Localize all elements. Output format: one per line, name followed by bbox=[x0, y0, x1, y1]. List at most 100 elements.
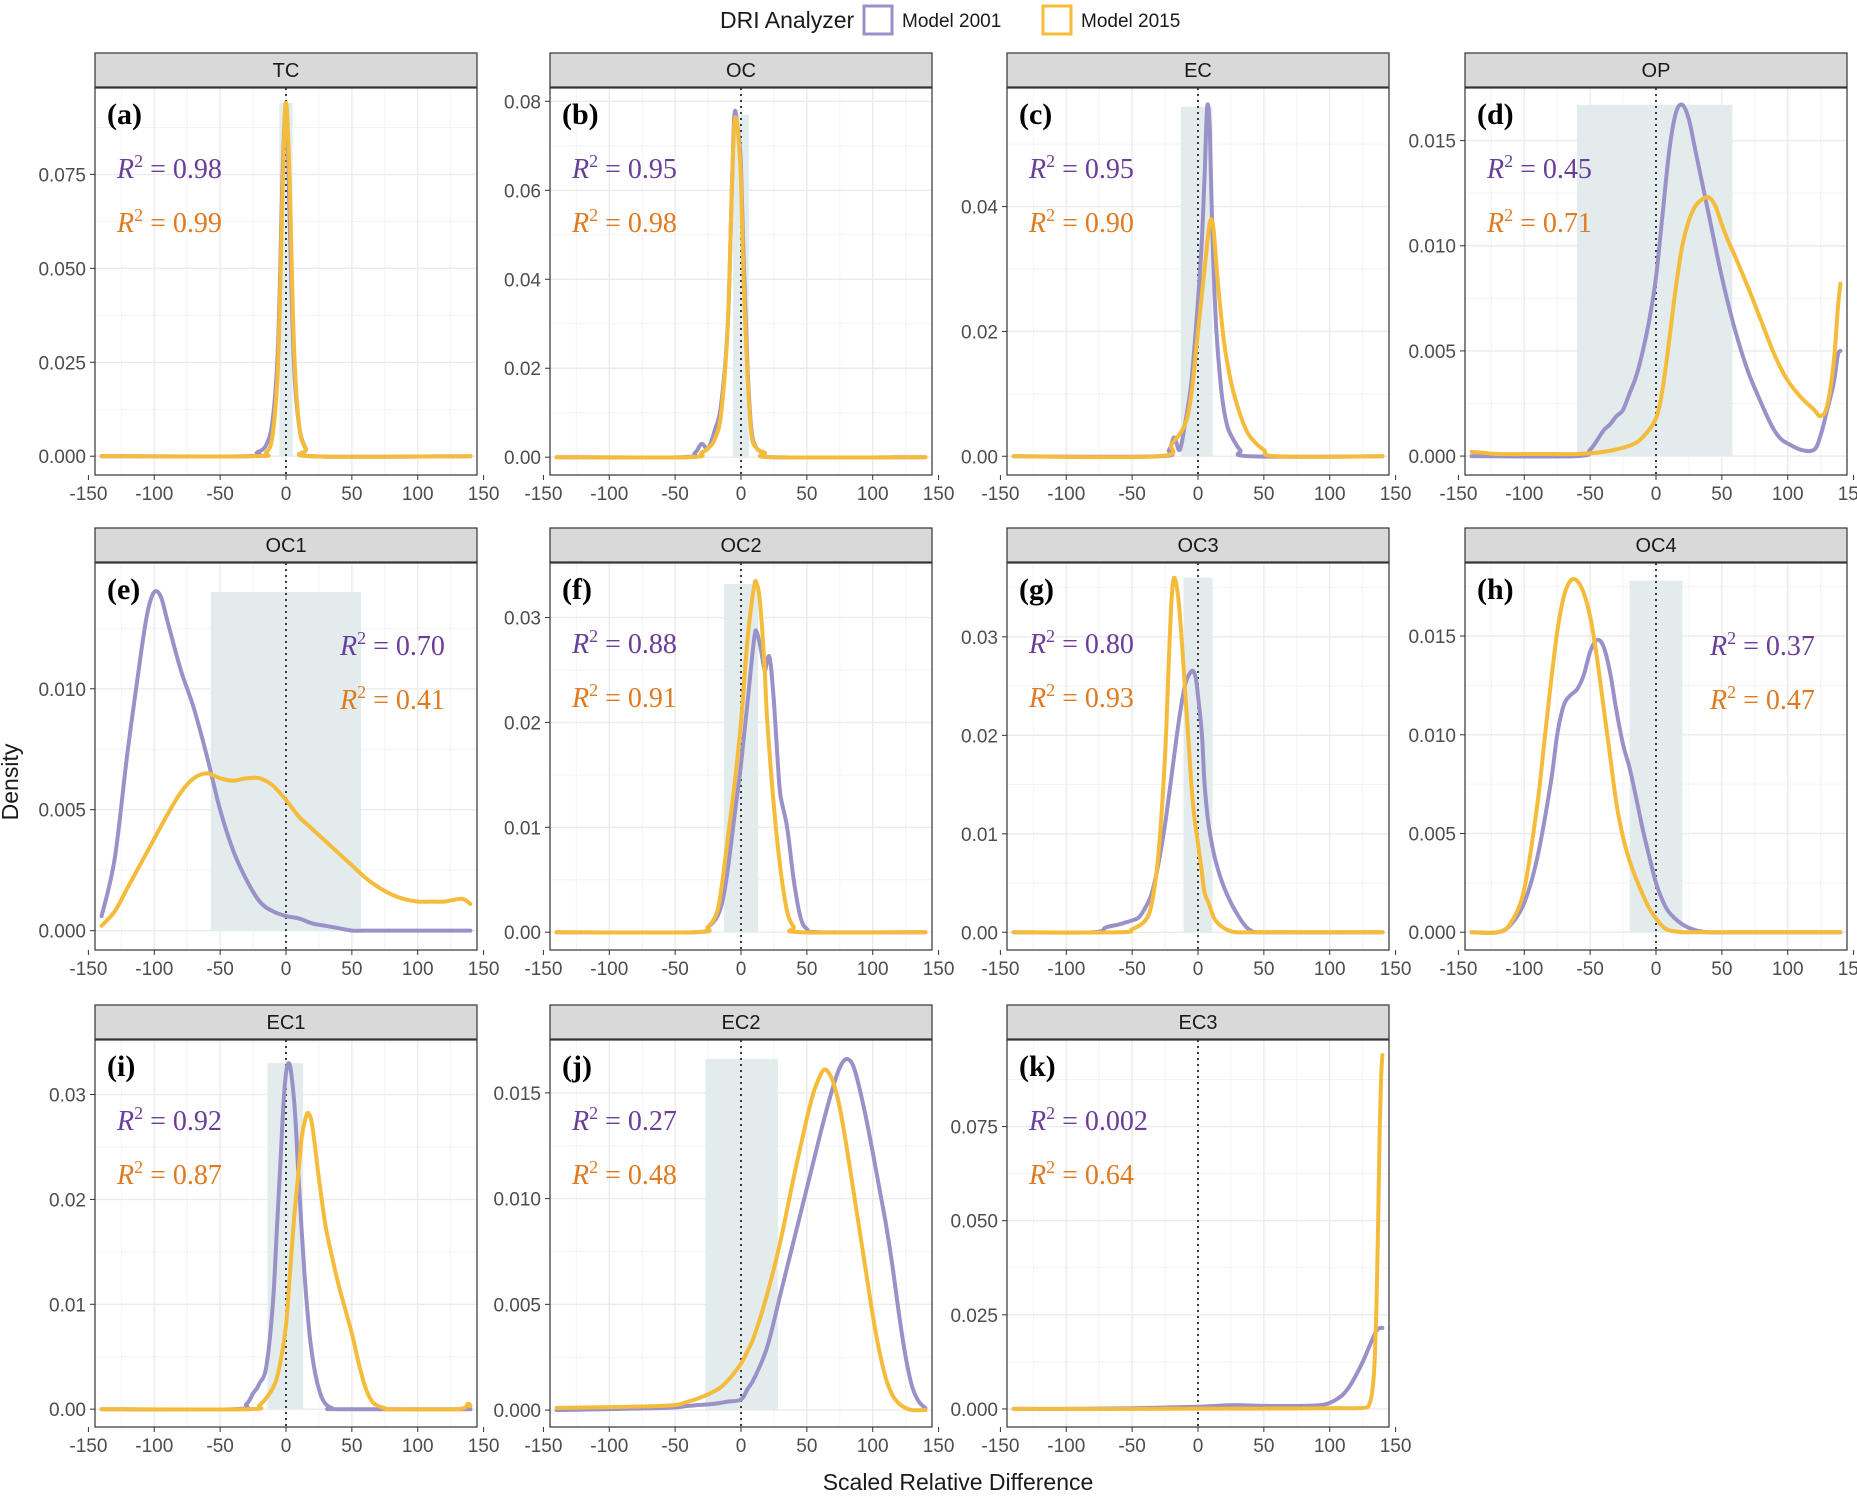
r2-model-2015-oc: R2 = 0.98 bbox=[571, 205, 677, 239]
x-tick-label: -50 bbox=[661, 484, 688, 505]
x-tick-label: -100 bbox=[590, 959, 628, 980]
x-tick-label: 100 bbox=[1772, 484, 1804, 505]
y-tick-label: 0.08 bbox=[504, 92, 541, 113]
x-tick-label: 0 bbox=[1651, 959, 1662, 980]
y-tick-label: 0.01 bbox=[49, 1295, 86, 1316]
panel-border-oc4 bbox=[1464, 562, 1848, 951]
x-tick-label: 0 bbox=[281, 959, 292, 980]
r2-model-2015-tc: R2 = 0.99 bbox=[116, 205, 222, 239]
x-tick-label: 150 bbox=[1380, 484, 1412, 505]
x-tick-label: -150 bbox=[524, 959, 562, 980]
panel-op: OP -150 -100 -50 0 50 100 150 0.000 0.005 0.010 0.0… bbox=[1408, 52, 1857, 505]
x-tick-label: -100 bbox=[590, 1436, 628, 1457]
x-tick-label: -150 bbox=[524, 1436, 562, 1457]
series-line-model-2015-oc4 bbox=[1469, 577, 1843, 935]
x-tick-label: -150 bbox=[981, 1436, 1019, 1457]
series-line-model-2015-oc1 bbox=[99, 771, 473, 928]
y-tick-label: 0.02 bbox=[961, 726, 998, 747]
y-tick-label: 0.04 bbox=[961, 198, 998, 219]
r2-model-2001-ec3: R2 = 0.002 bbox=[1028, 1103, 1148, 1137]
panel-oc3: OC3 -150 -100 -50 0 50 100 150 0.00 0.01 0.02 0.03 (… bbox=[961, 527, 1412, 980]
x-tick-label: 100 bbox=[1772, 959, 1804, 980]
x-tick-label: -100 bbox=[1047, 959, 1085, 980]
x-tick-label: 150 bbox=[468, 484, 500, 505]
x-tick-label: -150 bbox=[524, 484, 562, 505]
r2-model-2015-ec: R2 = 0.90 bbox=[1028, 205, 1134, 239]
x-tick-label: -100 bbox=[1505, 484, 1543, 505]
x-tick-label: -150 bbox=[981, 484, 1019, 505]
strip-label-oc2: OC2 bbox=[720, 535, 761, 557]
x-tick-label: 0 bbox=[1193, 484, 1204, 505]
r2-model-2015-oc1: R2 = 0.41 bbox=[339, 682, 445, 716]
x-tick-label: 150 bbox=[923, 959, 955, 980]
panel-letter-oc: (b) bbox=[562, 98, 599, 131]
y-tick-label: 0.005 bbox=[38, 801, 86, 822]
r2-model-2001-oc4: R2 = 0.37 bbox=[1709, 628, 1815, 662]
strip-oc1 bbox=[94, 527, 478, 563]
x-tick-label: 100 bbox=[1314, 1436, 1346, 1457]
x-tick-label: -50 bbox=[206, 1436, 233, 1457]
x-tick-label: 150 bbox=[1380, 959, 1412, 980]
strip-label-oc1: OC1 bbox=[265, 535, 306, 557]
panel-oc4: OC4 -150 -100 -50 0 50 100 150 0.000 0.005 0.010 0.… bbox=[1408, 527, 1857, 980]
y-tick-label: 0.075 bbox=[38, 165, 86, 186]
x-tick-label: 50 bbox=[1253, 1436, 1274, 1457]
y-tick-label: 0.00 bbox=[49, 1400, 86, 1421]
r2-model-2001-ec: R2 = 0.95 bbox=[1028, 151, 1134, 185]
panel-tc: TC -150 -100 -50 0 50 100 150 0.000 0.025 0.050 0.0… bbox=[38, 52, 500, 505]
y-tick-label: 0.03 bbox=[49, 1086, 86, 1107]
strip-ec2 bbox=[549, 1004, 933, 1040]
strip-label-op: OP bbox=[1642, 60, 1671, 82]
strip-label-oc3: OC3 bbox=[1177, 535, 1218, 557]
y-tick-label: 0.00 bbox=[504, 448, 541, 469]
y-tick-label: 0.03 bbox=[961, 628, 998, 649]
y-axis-title: Density bbox=[0, 743, 23, 820]
panel-ec3: EC3 -150 -100 -50 0 50 100 150 0.000 0.025 0.050 0.… bbox=[950, 1004, 1411, 1457]
series-line-model-2015-oc2 bbox=[554, 578, 928, 935]
panel-border-ec bbox=[1006, 87, 1390, 476]
y-tick-label: 0.010 bbox=[38, 680, 86, 701]
panel-letter-tc: (a) bbox=[107, 98, 142, 131]
r2-model-2001-oc2: R2 = 0.88 bbox=[571, 626, 677, 660]
panel-border-oc1 bbox=[94, 562, 478, 951]
r2-model-2015-ec3: R2 = 0.64 bbox=[1028, 1157, 1134, 1191]
x-tick-label: 100 bbox=[857, 959, 889, 980]
strip-oc4 bbox=[1464, 527, 1848, 563]
panel-oc1: OC1 -150 -100 -50 0 50 100 150 0.000 0.005 0.010 (e… bbox=[38, 527, 499, 980]
x-tick-label: 100 bbox=[857, 484, 889, 505]
panel-letter-ec2: (j) bbox=[562, 1050, 592, 1083]
series-line-model-2015-ec bbox=[1011, 217, 1385, 460]
panel-oc: OC -150 -100 -50 0 50 100 150 0.00 0.02 0.04 0.06 0.… bbox=[504, 52, 955, 505]
y-tick-label: 0.02 bbox=[49, 1190, 86, 1211]
y-tick-label: 0.00 bbox=[504, 923, 541, 944]
y-tick-label: 0.00 bbox=[961, 447, 998, 468]
series-line-model-2015-tc bbox=[99, 100, 473, 459]
y-tick-label: 0.005 bbox=[1408, 342, 1456, 363]
x-tick-label: 0 bbox=[1651, 484, 1662, 505]
legend-title: DRI Analyzer bbox=[720, 7, 855, 33]
x-tick-label: -50 bbox=[1118, 484, 1145, 505]
x-tick-label: 50 bbox=[796, 959, 817, 980]
x-tick-label: -100 bbox=[135, 484, 173, 505]
strip-label-ec1: EC1 bbox=[267, 1012, 306, 1034]
y-tick-label: 0.04 bbox=[504, 270, 541, 291]
y-tick-label: 0.00 bbox=[961, 923, 998, 944]
x-tick-label: -50 bbox=[1576, 484, 1603, 505]
strip-label-oc: OC bbox=[726, 60, 756, 82]
x-tick-label: 50 bbox=[1253, 484, 1274, 505]
x-tick-label: -100 bbox=[1505, 959, 1543, 980]
y-tick-label: 0.015 bbox=[1408, 132, 1456, 153]
y-tick-label: 0.050 bbox=[38, 259, 86, 280]
r2-model-2015-op: R2 = 0.71 bbox=[1486, 205, 1592, 239]
series-line-model-2001-ec1 bbox=[99, 1061, 473, 1412]
x-tick-label: 150 bbox=[923, 484, 955, 505]
panel-letter-oc4: (h) bbox=[1477, 573, 1514, 606]
x-tick-label: -150 bbox=[1439, 959, 1477, 980]
y-tick-label: 0.02 bbox=[504, 359, 541, 380]
x-tick-label: -50 bbox=[206, 959, 233, 980]
x-tick-label: 0 bbox=[736, 959, 747, 980]
strip-ec1 bbox=[94, 1004, 478, 1040]
x-tick-label: 100 bbox=[402, 484, 434, 505]
legend: DRI Analyzer Model 2001 Model 2015 bbox=[720, 4, 1180, 36]
